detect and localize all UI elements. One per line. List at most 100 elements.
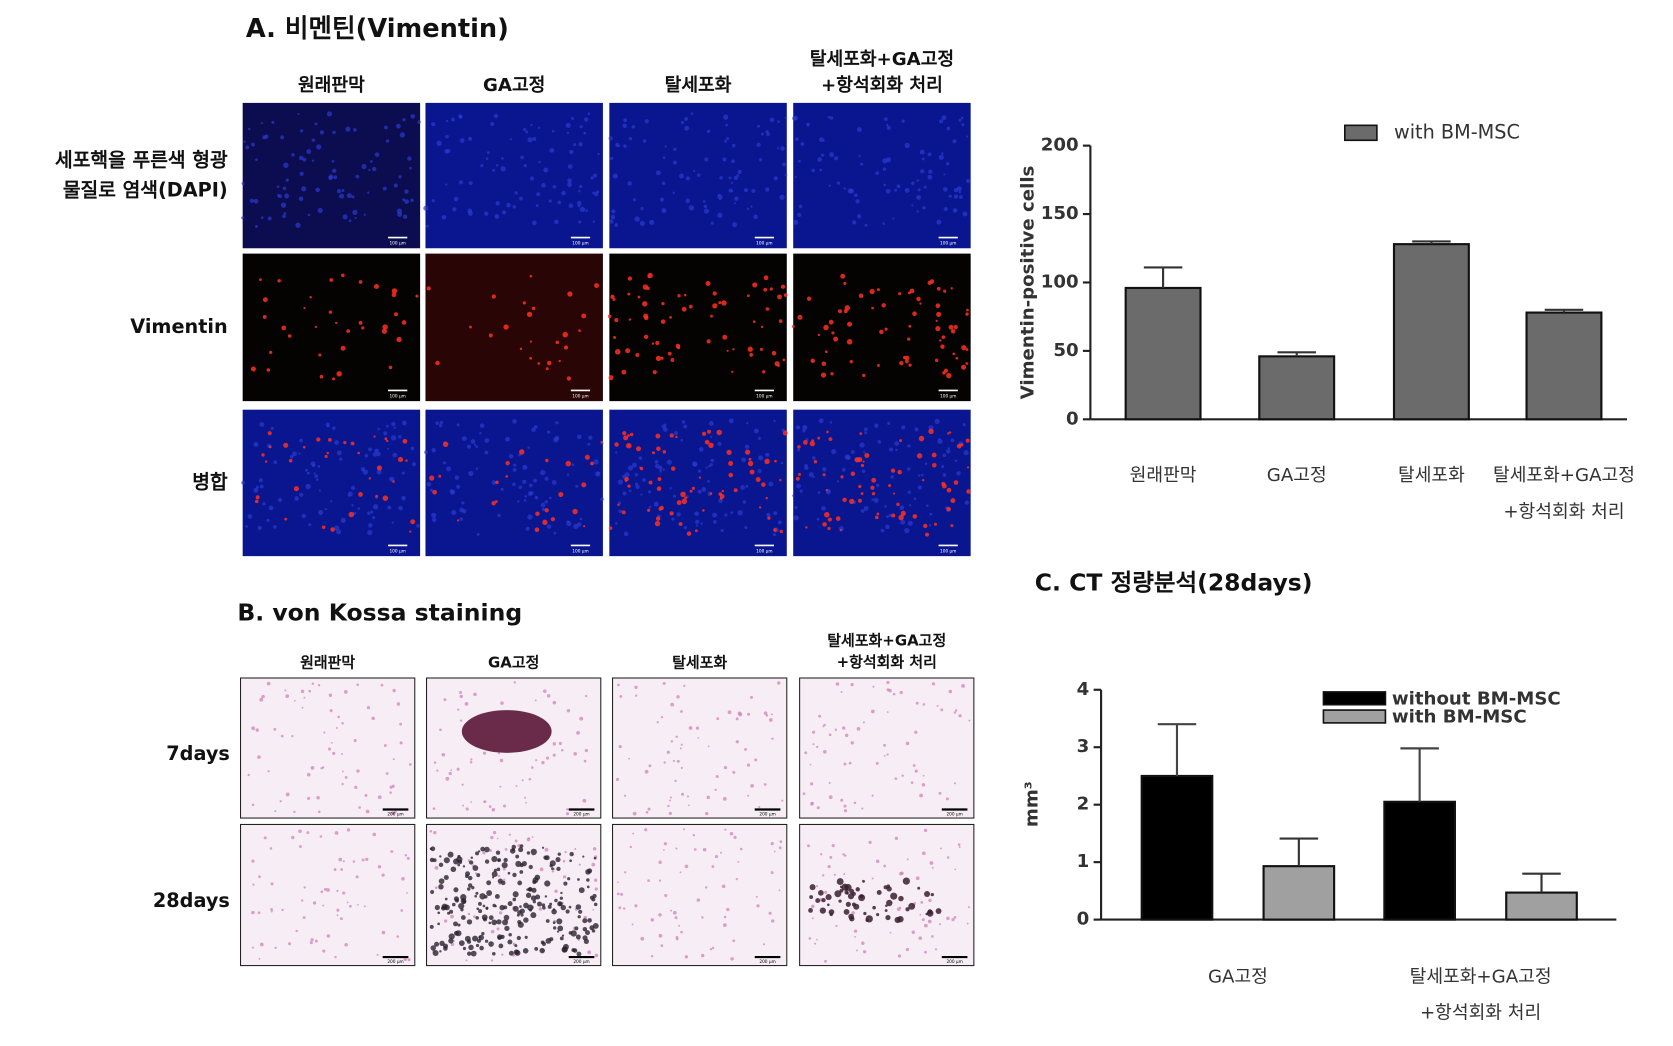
stain bbox=[871, 491, 876, 496]
cell bbox=[737, 860, 740, 863]
cell bbox=[915, 701, 919, 705]
stain bbox=[686, 531, 692, 536]
nucleus bbox=[719, 176, 723, 180]
micrograph: 200 μm bbox=[239, 823, 416, 967]
cell bbox=[342, 891, 346, 895]
nucleus bbox=[305, 468, 308, 472]
nucleus bbox=[486, 151, 490, 155]
nucleus bbox=[794, 175, 797, 179]
nucleus bbox=[833, 156, 839, 161]
calcification bbox=[450, 866, 457, 873]
nucleus bbox=[911, 181, 915, 186]
calcification bbox=[462, 899, 467, 904]
stain bbox=[488, 333, 493, 338]
micrograph: 100 μm bbox=[423, 102, 603, 249]
nucleus bbox=[585, 209, 588, 213]
cell bbox=[450, 914, 454, 919]
stain bbox=[639, 466, 644, 471]
stain bbox=[940, 344, 945, 349]
cell bbox=[327, 747, 332, 751]
calcification bbox=[532, 900, 536, 904]
stain bbox=[946, 487, 952, 493]
cell bbox=[293, 810, 296, 814]
stain bbox=[935, 325, 941, 332]
cell bbox=[335, 727, 338, 729]
stain bbox=[529, 274, 533, 278]
nucleus bbox=[635, 484, 640, 490]
nucleus bbox=[907, 467, 911, 471]
stain bbox=[529, 340, 533, 343]
nucleus bbox=[733, 175, 739, 181]
nucleus bbox=[623, 118, 628, 123]
nucleus bbox=[751, 188, 756, 193]
stain bbox=[626, 442, 632, 449]
nucleus bbox=[318, 509, 324, 515]
cell bbox=[711, 865, 715, 868]
calcification bbox=[562, 946, 568, 953]
cell bbox=[445, 776, 450, 781]
cell bbox=[763, 783, 767, 786]
nucleus bbox=[308, 523, 312, 527]
nucleus bbox=[921, 473, 924, 477]
calcification bbox=[563, 881, 568, 886]
nucleus bbox=[720, 528, 724, 533]
nucleus bbox=[920, 169, 925, 174]
stain bbox=[791, 325, 795, 328]
cell bbox=[308, 689, 312, 693]
micrograph-bg bbox=[239, 677, 416, 819]
cell bbox=[899, 690, 903, 695]
cell bbox=[768, 718, 773, 722]
cell bbox=[921, 783, 926, 787]
cell bbox=[377, 865, 382, 869]
cell bbox=[706, 795, 711, 800]
stain bbox=[627, 292, 631, 296]
nucleus bbox=[798, 204, 803, 209]
calcification bbox=[496, 919, 502, 925]
calcification bbox=[516, 935, 521, 941]
stain bbox=[953, 324, 958, 330]
stain bbox=[610, 294, 615, 299]
calcification bbox=[876, 890, 882, 895]
cell bbox=[667, 804, 670, 808]
cell bbox=[344, 775, 348, 779]
calcification bbox=[924, 890, 931, 898]
nucleus bbox=[962, 211, 968, 217]
nucleus bbox=[802, 429, 806, 433]
nucleus bbox=[695, 524, 699, 527]
cell bbox=[680, 743, 683, 746]
scale-bar-label: 100 μm bbox=[756, 393, 772, 399]
calcification bbox=[443, 874, 449, 880]
nucleus bbox=[390, 435, 397, 441]
nucleus bbox=[372, 452, 377, 457]
calcification bbox=[884, 909, 888, 912]
cell bbox=[346, 828, 351, 832]
cell bbox=[405, 892, 408, 894]
cell bbox=[467, 912, 471, 916]
nucleus bbox=[860, 162, 864, 166]
cell bbox=[562, 859, 566, 863]
cell bbox=[319, 835, 323, 838]
calcification bbox=[461, 710, 552, 753]
nucleus bbox=[324, 508, 328, 511]
nucleus bbox=[248, 127, 251, 131]
nucleus bbox=[475, 445, 479, 449]
cell bbox=[284, 689, 287, 692]
cell bbox=[768, 911, 772, 915]
nucleus bbox=[399, 132, 406, 138]
nucleus bbox=[369, 160, 373, 163]
panel-title: B. von Kossa staining bbox=[237, 598, 522, 626]
nucleus bbox=[551, 480, 557, 485]
cell bbox=[578, 863, 581, 866]
cell bbox=[392, 758, 395, 761]
nucleus bbox=[401, 471, 405, 475]
nucleus bbox=[780, 461, 784, 465]
cell bbox=[394, 810, 397, 814]
nucleus bbox=[864, 223, 868, 227]
stain bbox=[899, 439, 903, 443]
nucleus bbox=[273, 525, 277, 529]
nucleus bbox=[393, 426, 396, 429]
nucleus bbox=[766, 512, 771, 518]
cell bbox=[675, 847, 678, 850]
nucleus bbox=[819, 168, 823, 172]
calcification bbox=[439, 855, 442, 858]
